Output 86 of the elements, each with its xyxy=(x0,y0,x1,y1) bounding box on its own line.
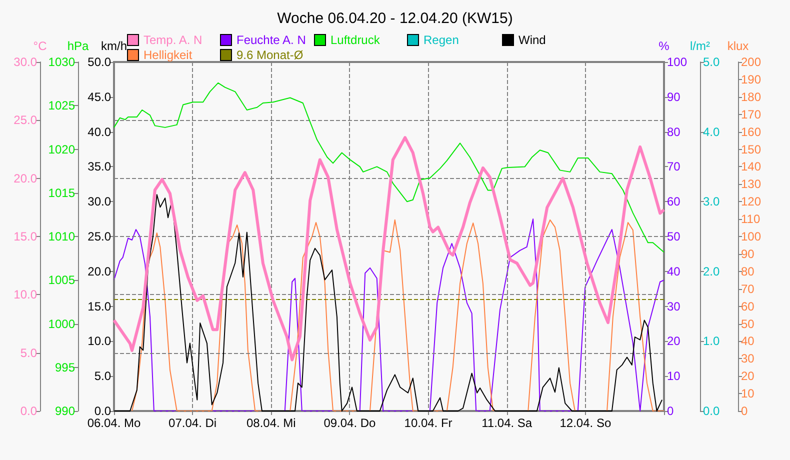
y2-tick-label: 1005 xyxy=(48,273,76,288)
y3-tick-label: 15.0 xyxy=(88,299,112,314)
y3-tick-label: 0.0 xyxy=(94,404,112,418)
y3-tick-label: 140 xyxy=(741,160,762,174)
y3-tick-label: 80 xyxy=(741,264,755,278)
y3-axis-title: klux xyxy=(727,39,749,53)
y3-tick-label: 0 xyxy=(741,404,748,418)
y-tick-label: 60 xyxy=(667,194,681,209)
y3-tick-label: 160 xyxy=(741,124,762,139)
y3-tick-label: 10 xyxy=(741,386,755,401)
y-tick-label: 20 xyxy=(667,334,681,348)
legend-label: Wind xyxy=(518,33,546,47)
x-tick-label: 07.04. Di xyxy=(168,416,217,430)
y3-tick-label: 120 xyxy=(741,194,762,209)
y2-tick-label: 995 xyxy=(54,360,76,374)
x-tick-label: 12.04. So xyxy=(560,416,612,430)
y2-tick-label: 1000 xyxy=(48,316,76,331)
y-axis-title: °C xyxy=(33,39,48,53)
x-tick-label: 06.04. Mo xyxy=(87,416,142,430)
legend-label: 9.6 Monat-Ø xyxy=(236,48,304,62)
y3-tick-label: 130 xyxy=(741,177,762,192)
y-tick-label: 50 xyxy=(667,230,681,244)
y3-tick-label: 100 xyxy=(741,230,762,244)
y2-tick-label: 1.0 xyxy=(703,334,720,348)
y-tick-label: 100 xyxy=(667,55,688,69)
y2-tick-label: 4.0 xyxy=(703,124,720,139)
y3-tick-label: 50 xyxy=(741,316,755,331)
y2-axis-title: l/m² xyxy=(690,39,710,53)
y3-axis-title: km/h xyxy=(100,39,128,53)
legend-label: Luftdruck xyxy=(330,33,381,47)
y2-tick-label: 1020 xyxy=(48,142,76,156)
y-tick-label: 40 xyxy=(667,264,681,278)
y-tick-label: 5.0 xyxy=(20,346,38,360)
y-tick-label: 30.0 xyxy=(14,55,38,69)
y-axis-title: % xyxy=(658,39,670,53)
y3-tick-label: 170 xyxy=(741,107,762,122)
y3-tick-label: 50.0 xyxy=(88,55,112,69)
y-tick-label: 70 xyxy=(667,160,681,174)
y-tick-label: 90 xyxy=(667,90,681,104)
y-tick-label: 20.0 xyxy=(14,171,38,186)
y2-axis-title: hPa xyxy=(67,39,89,53)
y3-tick-label: 40 xyxy=(741,334,755,348)
y-tick-label: 80 xyxy=(667,124,681,139)
y-tick-label: 25.0 xyxy=(14,113,38,128)
y3-tick-label: 30.0 xyxy=(88,194,112,209)
legend-label: Regen xyxy=(424,33,459,47)
y2-tick-label: 3.0 xyxy=(703,194,720,209)
y-tick-label: 30 xyxy=(667,299,681,314)
chart-title: Woche 06.04.20 - 12.04.20 (KW15) xyxy=(277,10,513,27)
y3-tick-label: 110 xyxy=(741,212,760,226)
y2-tick-label: 5.0 xyxy=(703,55,720,69)
y2-tick-label: 990 xyxy=(54,404,76,418)
y2-tick-label: 0.0 xyxy=(703,404,720,418)
y3-tick-label: 10.0 xyxy=(88,334,112,348)
legend-label: Helligkeit xyxy=(144,48,193,62)
y3-tick-label: 70 xyxy=(741,282,755,296)
y3-tick-label: 5.0 xyxy=(94,369,112,384)
y3-tick-label: 20.0 xyxy=(88,264,112,278)
y-tick-label: 0.0 xyxy=(20,404,38,418)
y3-tick-label: 200 xyxy=(741,55,762,69)
y3-tick-label: 25.0 xyxy=(88,230,112,244)
y-tick-label: 15.0 xyxy=(14,230,38,244)
x-tick-label: 11.04. Sa xyxy=(482,416,532,430)
x-tick-label: 10.04. Fr xyxy=(404,416,452,430)
y-tick-label: 10.0 xyxy=(14,288,38,302)
x-tick-label: 08.04. Mi xyxy=(246,416,296,430)
y3-tick-label: 35.0 xyxy=(88,160,112,174)
y3-tick-label: 20 xyxy=(741,369,755,384)
legend-label: Feuchte A. N xyxy=(236,33,306,47)
y3-tick-label: 40.0 xyxy=(88,124,112,139)
y-tick-label: 10 xyxy=(667,369,681,384)
y3-tick-label: 45.0 xyxy=(88,90,112,104)
y2-tick-label: 1015 xyxy=(48,186,76,200)
y3-tick-label: 30 xyxy=(741,352,755,366)
y2-tick-label: 1025 xyxy=(48,98,76,113)
y2-tick-label: 1030 xyxy=(48,55,76,69)
y3-tick-label: 190 xyxy=(741,72,762,86)
y3-tick-label: 60 xyxy=(741,299,755,314)
legend-label: Temp. A. N xyxy=(144,33,202,47)
y3-tick-label: 150 xyxy=(741,142,762,156)
y2-tick-label: 1010 xyxy=(48,230,76,244)
x-tick-label: 09.04. Do xyxy=(324,416,376,430)
y2-tick-label: 2.0 xyxy=(703,264,720,278)
y-tick-label: 0 xyxy=(667,404,674,418)
y3-tick-label: 90 xyxy=(741,246,755,261)
y3-tick-label: 180 xyxy=(741,90,762,104)
